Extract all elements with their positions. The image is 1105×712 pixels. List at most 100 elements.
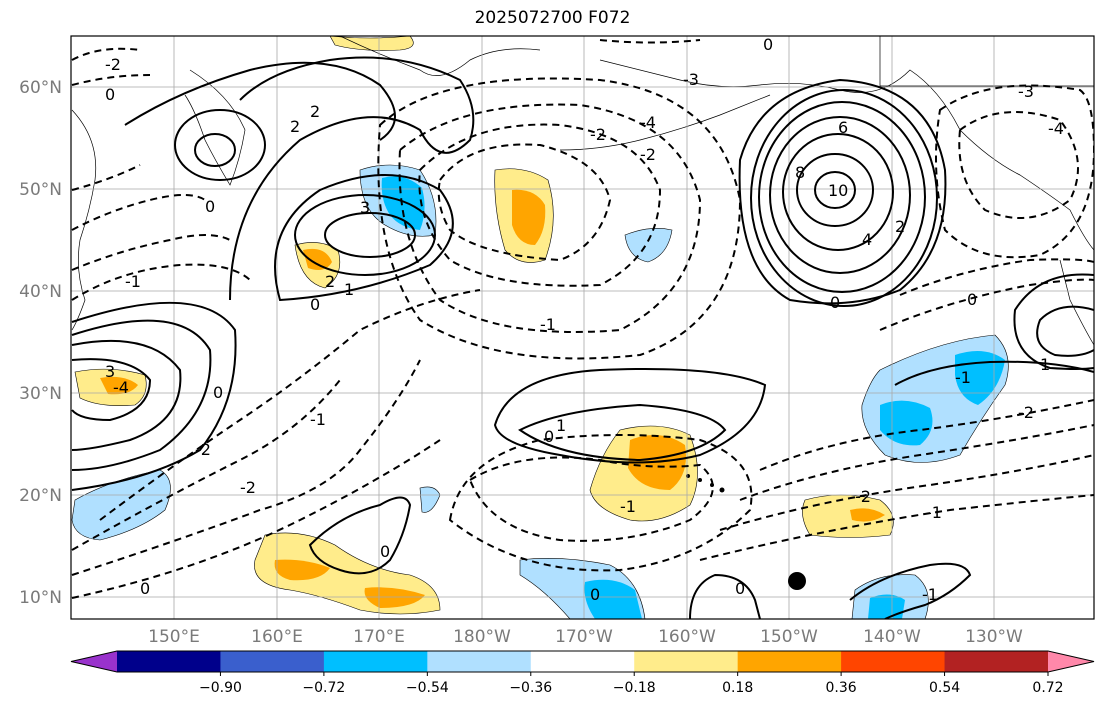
lat-label: 60°N xyxy=(19,78,62,98)
contour-neg-18 xyxy=(71,164,141,191)
contour-high-2 xyxy=(796,153,874,227)
contour-neg-4 xyxy=(377,77,742,360)
contour-label: 0 xyxy=(205,197,215,216)
contour-label: -3 xyxy=(683,70,699,89)
contour-neg-14 xyxy=(448,434,753,572)
colorbar-tick-label: −0.18 xyxy=(613,680,656,696)
contour-nw-1 xyxy=(194,133,236,167)
lon-label: 170°W xyxy=(555,627,613,647)
contour-nw-3 xyxy=(124,61,396,141)
colorbar-tick-label: 0.72 xyxy=(1032,680,1063,696)
contour-label: -1 xyxy=(926,503,942,522)
contour-west-3 xyxy=(71,319,212,471)
shade-blue-2 xyxy=(624,228,673,263)
contour-east-1 xyxy=(1036,305,1094,357)
contour-ridge-3 xyxy=(274,174,454,302)
contour-label: 0 xyxy=(140,579,150,598)
contour-label: 2 xyxy=(325,272,335,291)
contour-west-1 xyxy=(71,358,152,422)
contour-label: -4 xyxy=(640,113,656,132)
contour-label: 1 xyxy=(1040,355,1050,374)
contour-label: -2 xyxy=(195,440,211,459)
contour-label: -1 xyxy=(955,368,971,387)
positive-contours xyxy=(71,56,1094,619)
contour-label: 0 xyxy=(544,427,554,446)
shade-yellow-5 xyxy=(802,494,894,538)
shade-orange-2 xyxy=(303,248,332,270)
lon-label: 150°W xyxy=(760,627,818,647)
contour-label: -2 xyxy=(640,145,656,164)
lat-label: 20°N xyxy=(19,486,62,506)
colorbar-segment xyxy=(323,651,428,672)
contour-label: -2 xyxy=(240,478,256,497)
contour-neg-1 xyxy=(437,143,612,262)
colorbar-outline xyxy=(70,650,1095,673)
colorbar-tick-label: 0.18 xyxy=(722,680,753,696)
colorbar-segment xyxy=(737,651,842,672)
contour-neg-17 xyxy=(71,194,206,231)
shade-cyan-4 xyxy=(584,579,642,619)
contour-east-2 xyxy=(1013,273,1094,370)
lon-label: 130°W xyxy=(965,627,1023,647)
map-plot-area: 0 6 8 10 4 2 0 -3 -4 0 -2 -1 1 -1 -2 -1 … xyxy=(71,35,1094,619)
colorbar-tick-label: 0.36 xyxy=(826,680,857,696)
contour-label: -2 xyxy=(1018,403,1034,422)
contour-neg-24 xyxy=(71,74,151,86)
coastline-aleutians xyxy=(559,94,771,151)
lon-label: 140°W xyxy=(863,627,921,647)
shade-orange-3 xyxy=(100,376,138,395)
contour-west-2 xyxy=(71,339,182,451)
colorbar-segment xyxy=(530,651,635,672)
shade-yellow-7 xyxy=(329,36,414,51)
contour-high-4 xyxy=(769,116,911,274)
contour-label: 0 xyxy=(763,35,773,54)
coastlines xyxy=(71,36,1094,346)
contour-label: 0 xyxy=(380,542,390,561)
contour-neg-12 xyxy=(699,494,1094,561)
colorbar-segment xyxy=(841,651,946,672)
coastline-siberia xyxy=(339,36,541,76)
contour-label: 2 xyxy=(290,117,300,136)
contour-label: 1 xyxy=(556,416,566,435)
shade-orange-6 xyxy=(274,559,330,581)
map-frame xyxy=(70,35,1095,620)
negative-contours xyxy=(71,39,1094,599)
contour-label: -2 xyxy=(105,55,121,74)
contour-high-6 xyxy=(750,89,938,307)
contour-label: 0 xyxy=(590,585,600,604)
contour-label: 1 xyxy=(344,280,354,299)
contour-neg-11 xyxy=(719,454,1094,531)
lon-label: 180°W xyxy=(453,627,511,647)
contour-south-1 xyxy=(308,496,412,575)
contour-neg-9 xyxy=(759,399,1094,471)
contour-neg-3 xyxy=(398,103,702,333)
contour-neg-6 xyxy=(935,84,1094,259)
contour-label: 0 xyxy=(830,293,840,312)
coastline-north-america xyxy=(1059,259,1094,346)
contour-label: -2 xyxy=(590,125,606,144)
lon-label: 150°E xyxy=(148,627,200,647)
contour-label: -1 xyxy=(125,272,141,291)
contour-neg-25 xyxy=(599,39,701,44)
contour-label: -4 xyxy=(113,378,129,397)
contour-high-outer xyxy=(738,78,947,305)
contour-east-3 xyxy=(894,360,1094,386)
contour-neg-19 xyxy=(99,289,481,521)
lat-label: 50°N xyxy=(19,180,62,200)
lat-label: 30°N xyxy=(19,384,62,404)
contour-neg-7 xyxy=(899,258,1094,296)
contour-high-1 xyxy=(814,171,856,209)
contour-label: -2 xyxy=(855,487,871,506)
contour-mid-2 xyxy=(493,368,767,464)
contour-high-5 xyxy=(758,101,926,293)
lat-label: 10°N xyxy=(19,588,62,608)
contour-neg-15 xyxy=(71,263,251,301)
lon-label: 170°E xyxy=(353,627,405,647)
contour-label: 6 xyxy=(838,118,848,137)
contour-label: -1 xyxy=(922,585,938,604)
contour-high-3 xyxy=(782,133,894,251)
contour-neg-20 xyxy=(71,379,341,551)
contour-nw-2 xyxy=(174,109,266,181)
contour-neg-23 xyxy=(71,47,141,61)
